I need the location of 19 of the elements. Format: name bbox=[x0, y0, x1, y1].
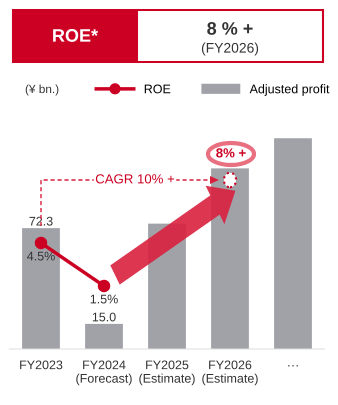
annotation: 8% + bbox=[216, 148, 246, 158]
data-label: 1.5% bbox=[90, 294, 118, 304]
x-tick-label: FY2023 bbox=[20, 360, 62, 370]
bar bbox=[22, 228, 60, 349]
bar bbox=[274, 138, 312, 349]
x-tick-label: FY2025 (Estimate) bbox=[139, 360, 195, 386]
legend-label: ROE bbox=[144, 84, 170, 94]
data-label: 4.5% bbox=[27, 252, 55, 260]
x-tick-label: FY2024 (Forecast) bbox=[76, 360, 132, 386]
x-tick-label: FY2026 (Estimate) bbox=[202, 360, 258, 386]
chart-title: ROE* bbox=[53, 29, 98, 42]
chart-subtitle: 8 % + (FY2026) bbox=[202, 22, 258, 56]
x-tick-label: ··· bbox=[288, 365, 298, 366]
data-label: 15.0 bbox=[92, 312, 116, 322]
legend-label: Adjusted profit bbox=[250, 84, 330, 96]
annotation: CAGR 10% + bbox=[96, 174, 174, 184]
y-axis-title: (¥ bn.) bbox=[26, 84, 58, 96]
data-label: 72.3 bbox=[29, 216, 53, 226]
bar bbox=[85, 324, 123, 349]
